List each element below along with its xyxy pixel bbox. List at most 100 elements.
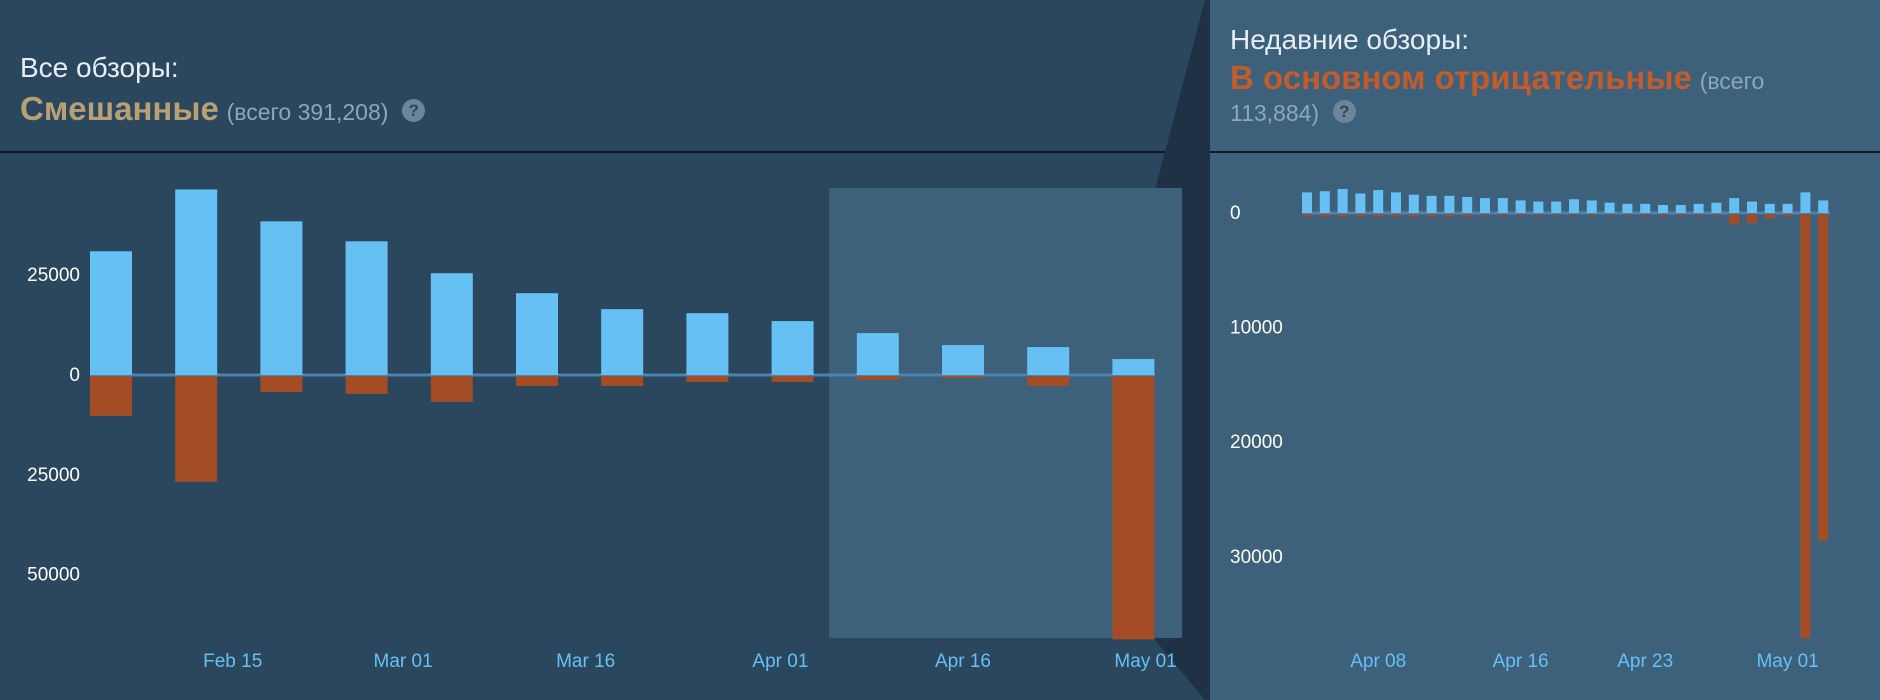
negative-bar [1444, 214, 1455, 217]
negative-bar [942, 376, 984, 378]
positive-bar [1302, 192, 1312, 213]
negative-bar [260, 376, 303, 392]
negative-bar [1302, 214, 1312, 217]
positive-bar [1112, 359, 1155, 375]
negative-bar [1551, 214, 1562, 216]
positive-bar [1355, 193, 1366, 213]
positive-bar [1337, 188, 1348, 213]
positive-bar [1764, 203, 1775, 213]
negative-bar [1569, 214, 1579, 216]
positive-bar [1658, 204, 1668, 213]
negative-bar [1658, 214, 1668, 216]
y-tick-label: 25000 [27, 465, 80, 486]
recent-reviews-chart: 0 10000 20000 30000 Apr 08 Apr 16 Apr 23 May 01 [1230, 188, 1830, 672]
negative-bar [1640, 214, 1651, 216]
negative-bar [1515, 214, 1526, 216]
positive-bar [1800, 192, 1811, 213]
positive-bar [1640, 203, 1651, 213]
positive-bar [1729, 198, 1740, 213]
negative-bar [1533, 214, 1544, 216]
negative-bar [1604, 214, 1615, 216]
negative-bar [1693, 214, 1704, 216]
positive-bar [1408, 194, 1419, 213]
positive-bar [1319, 191, 1330, 213]
negative-bar [1818, 214, 1829, 541]
negative-bar [1112, 376, 1155, 640]
positive-bar [1480, 198, 1490, 213]
recent-reviews-heading: Недавние обзоры: [1230, 24, 1469, 55]
negative-bar [601, 376, 644, 386]
x-tick-label: Apr 16 [1493, 651, 1549, 672]
negative-bar [1800, 214, 1811, 639]
all-reviews-rating[interactable]: Смешанные [20, 90, 219, 127]
positive-bar [1551, 201, 1562, 213]
x-tick-label: Apr 16 [935, 651, 991, 672]
y-tick-label: 25000 [27, 265, 80, 286]
negative-bar [1027, 376, 1070, 386]
positive-bar [1818, 200, 1829, 213]
positive-bar [771, 321, 814, 375]
negative-bar [1319, 214, 1330, 217]
negative-bar [345, 376, 388, 394]
positive-bar [1675, 204, 1686, 213]
help-icon[interactable]: ? [402, 99, 426, 122]
negative-bar [1729, 214, 1740, 225]
negative-bar [856, 376, 899, 380]
y-tick-label: 0 [69, 365, 80, 386]
positive-bar [1604, 202, 1615, 213]
positive-bar [1462, 196, 1473, 213]
positive-bar [1533, 201, 1544, 213]
positive-bar [1497, 198, 1508, 213]
help-icon[interactable]: ? [1332, 100, 1356, 124]
y-tick-label: 0 [1230, 203, 1241, 224]
positive-bar [1027, 347, 1070, 375]
x-tick-label: Apr 08 [1350, 651, 1406, 672]
positive-bar [1622, 203, 1633, 213]
all-reviews-header: Все обзоры: Смешанные (всего 391,208) ? [20, 52, 1120, 128]
negative-bar [1782, 214, 1793, 217]
negative-bar [1408, 214, 1419, 217]
negative-bar [516, 376, 558, 386]
negative-bar [90, 376, 132, 416]
negative-bar [1622, 214, 1633, 216]
positive-bar [1747, 201, 1757, 213]
recent-reviews-total-part2: 113,884) [1230, 100, 1320, 127]
negative-bar [430, 376, 473, 402]
positive-bar [1426, 195, 1437, 213]
positive-bar [1711, 202, 1722, 213]
positive-bar [260, 221, 303, 375]
x-tick-label: May 01 [1756, 651, 1818, 672]
all-reviews-heading: Все обзоры: [20, 52, 179, 83]
negative-bar [1586, 214, 1597, 216]
positive-bar [430, 273, 473, 375]
positive-bar [516, 293, 558, 375]
negative-bar [1391, 214, 1401, 217]
negative-bar [1355, 214, 1366, 217]
negative-bar [771, 376, 814, 382]
x-tick-label: Feb 15 [203, 651, 262, 672]
recent-reviews-rating[interactable]: В основном отрицательные [1230, 59, 1692, 96]
positive-bar [1782, 203, 1793, 213]
recent-reviews-header: Недавние обзоры: В основном отрицательны… [1230, 24, 1850, 128]
positive-bar [1515, 200, 1526, 213]
positive-bar [686, 313, 729, 375]
positive-bar [1444, 195, 1455, 213]
positive-bar [175, 189, 218, 375]
positive-bar [1569, 199, 1579, 213]
negative-bar [1462, 214, 1473, 217]
negative-bar [175, 376, 218, 482]
negative-bar [686, 376, 729, 382]
y-tick-label: 50000 [27, 565, 80, 586]
negative-bar [1426, 214, 1437, 217]
negative-bar [1497, 214, 1508, 216]
x-tick-label: Mar 01 [374, 651, 433, 672]
negative-bar [1711, 214, 1722, 216]
x-tick-label: Apr 01 [752, 651, 808, 672]
positive-bar [856, 333, 899, 375]
y-tick-label: 20000 [1230, 432, 1283, 453]
positive-bar [345, 241, 388, 375]
positive-bar [942, 345, 984, 375]
x-tick-label: May 01 [1114, 651, 1176, 672]
y-tick-label: 10000 [1230, 318, 1283, 339]
